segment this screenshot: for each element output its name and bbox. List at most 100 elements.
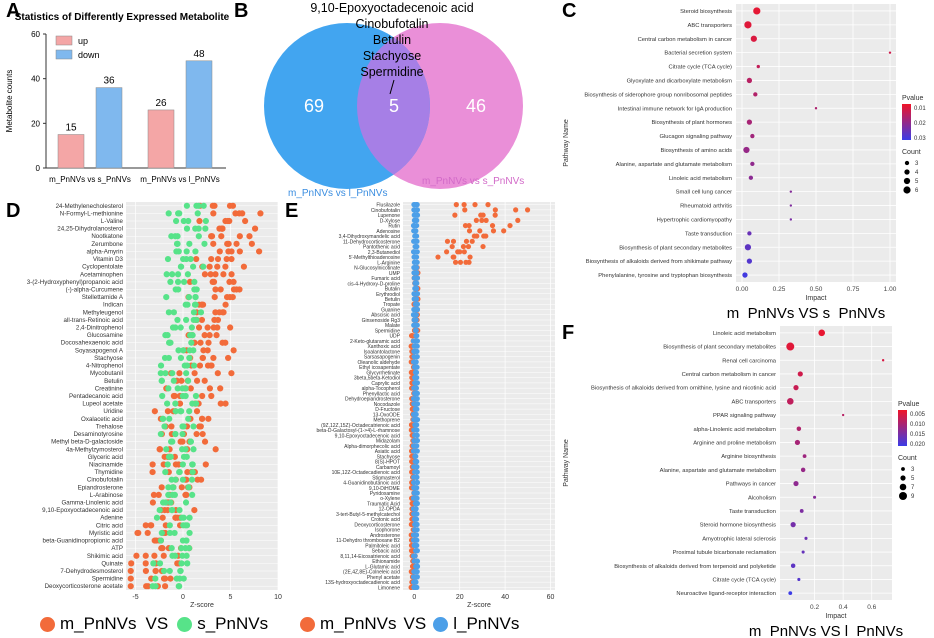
l-dot	[413, 333, 419, 339]
legend-d-s-label: s_PnNVs	[197, 614, 269, 633]
l-dot	[412, 343, 418, 349]
l-dot	[414, 537, 420, 543]
bar-up	[57, 134, 85, 169]
m-dot	[150, 491, 158, 499]
s-dot	[194, 210, 201, 217]
metabolite-label: 3,4-Dihydroxymandelic acid	[339, 234, 401, 240]
legend-d-m-label: m_PnNVs	[60, 614, 137, 633]
s-dot	[190, 446, 197, 453]
s-dot	[157, 362, 165, 369]
m-dot	[507, 222, 513, 229]
pathway-point	[742, 272, 748, 278]
s-dot	[165, 453, 173, 460]
m-dot	[212, 286, 219, 293]
metabolite-label: Zerumbone	[91, 241, 123, 248]
metabolite-label: Ginsenoside Rg3	[362, 318, 401, 324]
m-dot	[457, 259, 464, 265]
metabolite-label: 11-Dehydro thromboxane B2	[336, 538, 400, 544]
m-dot	[142, 552, 149, 559]
m-dot	[222, 400, 229, 407]
s-dot	[192, 248, 199, 255]
l-dot	[411, 448, 417, 454]
m-dot	[515, 217, 521, 223]
l-dot	[412, 254, 418, 260]
l-dot	[411, 490, 417, 496]
count-legend-dot	[903, 177, 911, 185]
panel-b-label: B	[234, 0, 249, 22]
bar-down	[95, 87, 123, 169]
metabolite-label: Quinate	[101, 560, 123, 567]
pathway-label: Central carbon metabolism in cancer	[638, 37, 732, 43]
pvalue-legend-title: Pvalue	[898, 401, 920, 408]
x-tick-label: 40	[501, 594, 509, 601]
s-dot	[169, 552, 176, 559]
m-dot	[248, 240, 255, 247]
s-dot	[180, 453, 188, 460]
x-tick-label: 0.6	[867, 604, 876, 611]
metabolite-label: Nootkatone	[91, 233, 123, 240]
l-dot	[414, 217, 420, 223]
s-dot	[172, 408, 179, 415]
s-dot	[166, 522, 173, 529]
l-dot	[413, 385, 419, 391]
pathway-point	[744, 21, 752, 29]
s-dot	[190, 263, 197, 270]
l-dot	[413, 563, 419, 570]
metabolite-label: Trehalose	[96, 423, 124, 430]
metabolite-label: Tropate	[383, 302, 400, 308]
l-dot	[414, 574, 420, 580]
m-dot	[174, 560, 181, 567]
pathway-point	[788, 591, 793, 596]
m-dot	[177, 438, 184, 445]
m-dot	[152, 567, 159, 575]
s-dot	[182, 385, 189, 392]
legend-swatch-up	[55, 35, 73, 46]
s-dot	[177, 324, 184, 331]
m-dot	[492, 207, 498, 213]
pathway-label: ABC transporters	[732, 399, 777, 405]
count-legend-dot	[903, 186, 911, 194]
pathway-label: Pathways in cancer	[726, 482, 776, 488]
x-category-label: m_PnNVs vs s_PnNVs	[49, 175, 131, 184]
pvalue-gradient-bar	[898, 410, 907, 446]
metabolite-label: Cyclopentolate	[82, 264, 123, 271]
l-dot	[413, 458, 420, 465]
legend-label-down: down	[78, 50, 100, 60]
m-dot	[461, 249, 467, 255]
metabolite-label: 10E,12Z-Octadecadienoic acid	[332, 470, 401, 476]
m-dot	[229, 293, 236, 301]
pathway-dotplot-c: 0.00 0.25 0.50 0.75 1.00 Steroid biosynthesis…	[563, 4, 926, 320]
metabolite-label: Ethyl icosapentate	[359, 365, 400, 371]
metabolite-label: Methyl beta-D-galactoside	[51, 439, 123, 446]
metabolite-label: 3-(2-Hydroxyphenyl)propanoic acid	[27, 279, 124, 286]
metabolite-label: 7-Dehydrodesmosterol	[60, 568, 123, 575]
pathway-label: Citrate cycle (TCA cycle)	[669, 65, 733, 71]
m-dot	[142, 560, 149, 567]
pvalue-tick-label: 0.020	[910, 442, 926, 448]
count-legend-title: Count	[902, 149, 921, 156]
m-dot	[164, 408, 171, 415]
s-dot	[185, 484, 192, 491]
s-dot	[165, 309, 172, 316]
pvalue-tick-label: 0.010	[910, 422, 926, 428]
m-dot	[492, 212, 498, 218]
m-dot	[473, 217, 479, 223]
metabolite-label: Fumaric acid	[371, 276, 400, 282]
metabolite-label: 24-Methylenecholesterol	[56, 203, 123, 210]
m-dot	[199, 392, 206, 400]
x-tick-label: 0.75	[847, 286, 860, 293]
x-tick-label: 0.00	[736, 286, 749, 293]
l-dot	[414, 469, 420, 475]
metabolite-label: 2,4-Dinitrophenol	[76, 325, 123, 332]
metabolite-label: Stigmasterol	[372, 475, 400, 481]
metabolite-label: Dehydroepiandrosterone	[345, 397, 400, 403]
s-dot	[160, 567, 168, 575]
count-legend-dot	[899, 483, 907, 491]
pathway-label: Small cell lung cancer	[676, 190, 732, 196]
m-dot	[178, 484, 185, 491]
metabolite-label: Midazolam	[376, 439, 400, 445]
s-dot	[189, 400, 196, 407]
pathway-label: Renal cell carcinoma	[722, 358, 777, 364]
s-dot	[187, 438, 194, 445]
y-tick-label: 60	[31, 30, 40, 39]
